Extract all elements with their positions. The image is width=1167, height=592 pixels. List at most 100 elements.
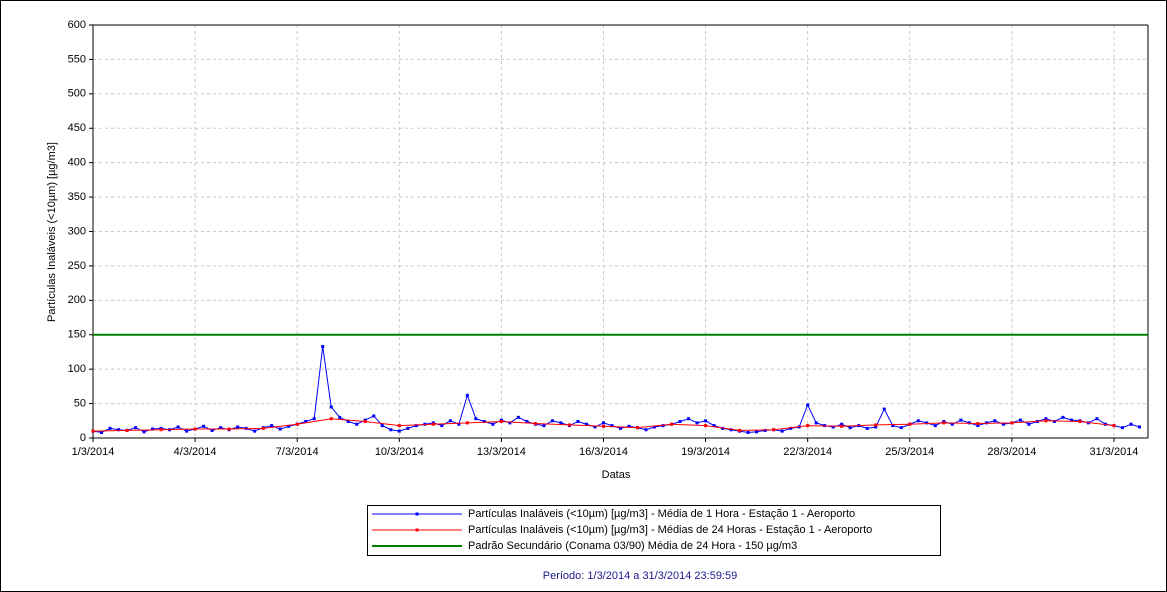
point — [236, 425, 240, 429]
point — [755, 430, 759, 434]
point — [1112, 424, 1116, 428]
point — [874, 423, 878, 427]
point — [304, 419, 308, 423]
x-tick-label: 16/3/2014 — [579, 446, 628, 458]
x-tick-label: 19/3/2014 — [681, 446, 730, 458]
point — [312, 417, 316, 421]
point — [355, 422, 359, 426]
point — [202, 424, 206, 428]
point — [117, 428, 121, 432]
point — [653, 425, 657, 429]
point — [865, 426, 869, 430]
point — [134, 426, 138, 430]
x-tick-label: 25/3/2014 — [885, 446, 934, 458]
point — [678, 419, 682, 423]
point — [185, 429, 189, 433]
point — [1129, 422, 1133, 426]
point — [329, 417, 333, 421]
point — [729, 428, 733, 432]
point — [933, 424, 937, 428]
footer: Período: 1/3/2014 a 31/3/2014 23:59:59 — [543, 570, 738, 582]
point — [712, 424, 716, 428]
point — [151, 427, 155, 431]
point — [210, 428, 214, 432]
point — [346, 419, 350, 423]
point — [576, 419, 580, 423]
point — [440, 424, 444, 428]
x-tick-label: 10/3/2014 — [375, 446, 424, 458]
point — [636, 426, 640, 430]
x-tick-label: 4/3/2014 — [174, 446, 217, 458]
point — [840, 422, 844, 426]
y-tick-label: 100 — [68, 363, 86, 375]
point — [627, 424, 631, 428]
point — [1137, 425, 1141, 429]
point — [882, 407, 886, 411]
point — [976, 424, 980, 428]
point — [278, 427, 282, 431]
point — [695, 421, 699, 425]
y-tick-label: 400 — [68, 157, 86, 169]
point — [584, 422, 588, 426]
point — [516, 415, 520, 419]
point — [806, 403, 810, 407]
point — [814, 421, 818, 425]
point — [942, 421, 946, 425]
point — [142, 430, 146, 434]
point — [414, 424, 418, 428]
point — [661, 424, 665, 428]
point — [1078, 419, 1082, 423]
point — [925, 421, 929, 425]
point — [848, 426, 852, 430]
x-tick-label: 1/3/2014 — [72, 446, 115, 458]
point — [533, 422, 537, 426]
point — [1010, 421, 1014, 425]
point — [397, 424, 401, 428]
point — [508, 421, 512, 425]
point — [380, 424, 384, 428]
point — [1052, 419, 1056, 423]
point — [959, 418, 963, 422]
point — [125, 428, 129, 432]
y-axis-title: Partículas Inaláveis (<10µm) [µg/m3] — [46, 142, 58, 322]
x-axis-title: Datas — [602, 469, 631, 481]
y-tick-label: 550 — [68, 53, 86, 65]
point — [321, 344, 325, 348]
point — [159, 428, 163, 432]
point — [431, 422, 435, 426]
y-tick-label: 350 — [68, 191, 86, 203]
point — [993, 419, 997, 423]
legend-label: Partículas Inaláveis (<10µm) [µg/m3] - M… — [468, 508, 855, 520]
point — [261, 426, 265, 430]
x-tick-label: 31/3/2014 — [1089, 446, 1138, 458]
point — [908, 422, 912, 426]
point — [704, 424, 708, 428]
point — [704, 419, 708, 423]
point — [295, 422, 299, 426]
point — [465, 393, 469, 397]
point — [916, 419, 920, 423]
y-tick-label: 450 — [68, 122, 86, 134]
legend-label: Partículas Inaláveis (<10µm) [µg/m3] - M… — [468, 524, 872, 536]
y-tick-label: 300 — [68, 225, 86, 237]
point — [176, 425, 180, 429]
point — [108, 426, 112, 430]
point — [499, 419, 503, 423]
legend-marker — [415, 528, 419, 532]
point — [482, 419, 486, 423]
point — [601, 424, 605, 428]
point — [831, 425, 835, 429]
point — [593, 425, 597, 429]
y-tick-label: 250 — [68, 260, 86, 272]
y-tick-label: 0 — [80, 432, 86, 444]
point — [891, 424, 895, 428]
point — [738, 428, 742, 432]
x-tick-label: 22/3/2014 — [783, 446, 832, 458]
point — [550, 419, 554, 423]
point — [967, 421, 971, 425]
point — [397, 429, 401, 433]
point — [474, 417, 478, 421]
x-tick-label: 7/3/2014 — [276, 446, 319, 458]
legend-marker — [415, 512, 419, 516]
